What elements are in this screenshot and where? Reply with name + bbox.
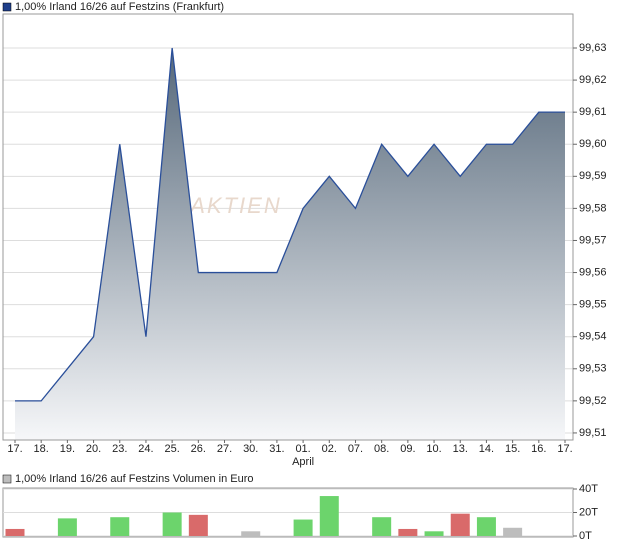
x-tick-label: 17. — [557, 443, 572, 455]
x-tick-label: 26. — [191, 443, 206, 455]
chart-title: 1,00% Irland 16/26 auf Festzins (Frankfu… — [15, 1, 224, 13]
bar — [162, 512, 182, 536]
bar — [372, 517, 392, 536]
bar — [503, 527, 523, 536]
y-tick-label: 99,54 — [579, 331, 607, 343]
bar — [293, 519, 313, 536]
x-tick-label: 27. — [217, 443, 232, 455]
x-tick-label: 13. — [453, 443, 468, 455]
y-tick-label: 99,61 — [579, 106, 607, 118]
x-month-label: April — [292, 456, 314, 468]
y-tick-label: 99,59 — [579, 170, 607, 182]
y-tick-label: 99,63 — [579, 42, 607, 54]
x-tick-label: 20. — [86, 443, 101, 455]
bar — [424, 531, 444, 536]
y-tick-label: 99,57 — [579, 234, 607, 246]
watermark: AKTIEN — [188, 193, 281, 218]
bar — [241, 531, 261, 536]
x-tick-label: 19. — [60, 443, 75, 455]
x-tick-label: 24. — [138, 443, 153, 455]
x-tick-label: 02. — [322, 443, 337, 455]
y-tick-label: 99,60 — [579, 138, 607, 150]
bar — [476, 517, 496, 536]
x-tick-label: 09. — [400, 443, 415, 455]
line — [15, 47, 565, 402]
x-tick-label: 10. — [426, 443, 441, 455]
x-tick-label: 15. — [505, 443, 520, 455]
x-tick-label: 14. — [479, 443, 494, 455]
y-tick-label: 99,56 — [579, 266, 607, 278]
y-tick-label: 99,53 — [579, 363, 607, 375]
x-tick-label: 23. — [112, 443, 127, 455]
y-tick-label: 99,55 — [579, 299, 607, 311]
bar — [57, 518, 77, 536]
y-tick-label: 40T — [579, 483, 598, 495]
y-tick-label: 20T — [579, 506, 598, 518]
x-tick-label: 01. — [295, 443, 310, 455]
bar — [188, 514, 208, 536]
legend-swatch — [2, 474, 12, 484]
x-tick-label: 17. — [7, 443, 22, 455]
x-tick-label: 31. — [269, 443, 284, 455]
y-tick-label: 0T — [579, 530, 592, 542]
x-tick-label: 07. — [348, 443, 363, 455]
y-tick-label: 99,51 — [579, 427, 607, 439]
y-tick-label: 99,58 — [579, 202, 607, 214]
plot-frame — [2, 13, 574, 441]
bar — [319, 496, 339, 536]
bar — [5, 528, 25, 536]
bar — [110, 517, 130, 536]
x-tick-label: 16. — [531, 443, 546, 455]
y-tick-label: 99,62 — [579, 74, 607, 86]
x-tick-label: 30. — [243, 443, 258, 455]
x-tick-label: 18. — [34, 443, 49, 455]
bar — [450, 513, 470, 536]
x-tick-label: 25. — [164, 443, 179, 455]
x-tick-label: 08. — [374, 443, 389, 455]
y-tick-label: 99,52 — [579, 395, 607, 407]
legend-swatch — [2, 2, 12, 12]
bar — [398, 528, 418, 536]
chart-title: 1,00% Irland 16/26 auf Festzins Volumen … — [15, 473, 253, 485]
area — [15, 48, 565, 440]
